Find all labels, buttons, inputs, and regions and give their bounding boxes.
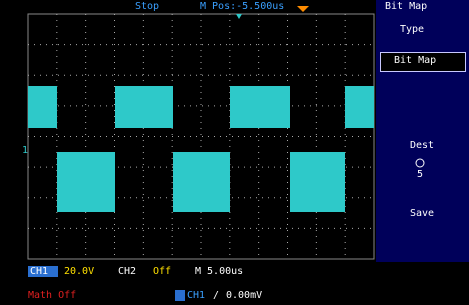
ch1: CH1 xyxy=(30,266,48,278)
save[interactable]: Save xyxy=(410,208,434,220)
ch1-marker: 1 xyxy=(22,145,28,156)
dest-icon xyxy=(416,159,424,167)
trigger-source: CH1 xyxy=(187,290,205,302)
display: 1 xyxy=(0,0,469,305)
oscilloscope-screen: 1 Stop M Pos:-5.500us Bit Map Type Bit M… xyxy=(0,0,469,305)
trigger-slope: / xyxy=(213,290,219,302)
timebase: M 5.00us xyxy=(195,266,243,278)
position-marker xyxy=(236,14,242,19)
position: M Pos:-5.500us xyxy=(200,1,284,13)
menu-title: Bit Map xyxy=(385,1,427,13)
state: Stop xyxy=(135,1,159,13)
math: Math Off xyxy=(28,290,76,302)
trigger-level: 0.00mV xyxy=(226,290,262,302)
ch1-scale: 20.0V xyxy=(64,266,94,278)
dest-label[interactable]: Dest xyxy=(410,140,434,152)
trigger-marker xyxy=(297,6,309,12)
ch2: CH2 xyxy=(118,266,136,278)
dest-value[interactable]: 5 xyxy=(417,169,423,181)
grid xyxy=(28,14,374,259)
ch2-state: Off xyxy=(153,266,171,278)
trigger-badge xyxy=(175,290,185,301)
type-label[interactable]: Type xyxy=(400,24,424,36)
type-value[interactable]: Bit Map xyxy=(394,55,436,67)
